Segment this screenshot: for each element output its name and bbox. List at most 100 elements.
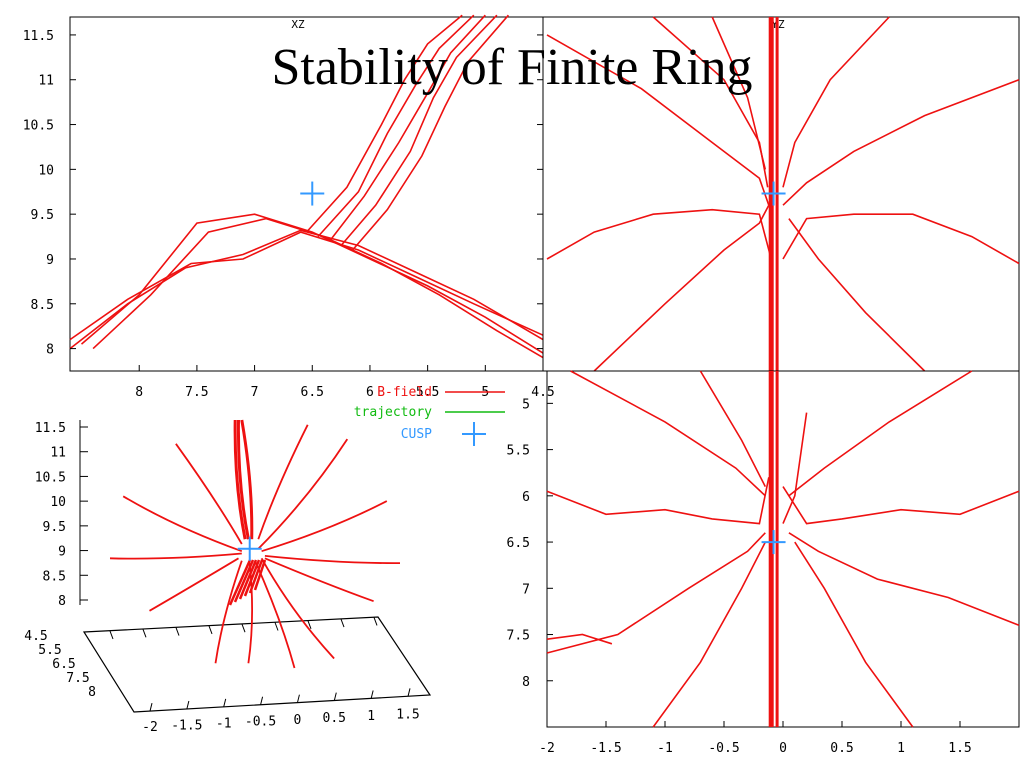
view3d-z-tick-label: 11	[50, 446, 66, 461]
xy-series-2	[546, 477, 770, 525]
xz-cusp-marker	[300, 181, 325, 206]
legend-item: trajectory	[354, 405, 505, 420]
view3d-x-tick-label: 1	[367, 709, 375, 724]
xz-y-tick-label: 10.5	[23, 119, 54, 134]
yz-cusp-marker	[761, 181, 786, 206]
legend-cusp-marker	[462, 422, 486, 446]
xz-x-tick-label: 6	[366, 385, 374, 400]
view3d-x-tick-label: -1.5	[171, 718, 202, 733]
xy-x-tick-label: -1.5	[590, 741, 621, 756]
xz-y-tick-label: 11.5	[23, 29, 54, 44]
view3d-series-13	[254, 560, 296, 669]
yz-series-10	[711, 16, 767, 170]
xz-series-6	[328, 14, 486, 242]
xz-series-5	[317, 14, 475, 238]
view3d-series-group	[109, 419, 401, 669]
view3d-z-tick-label: 10.5	[35, 470, 66, 485]
view3d-z-tick-label: 11.5	[35, 421, 66, 436]
view3d-y-tick-label: 5.5	[38, 643, 61, 658]
view3d-axes	[79, 420, 432, 713]
xz-y-tick-label: 8.5	[31, 298, 54, 313]
xy-cusp-marker	[761, 530, 786, 555]
yz-series-3	[782, 213, 1020, 265]
xz-series-8	[351, 14, 510, 251]
view3d-series-10	[149, 557, 239, 612]
xz-panel-title: XZ	[291, 18, 305, 31]
view3d-bundle-line	[228, 559, 252, 606]
xy-series-11	[782, 412, 808, 524]
view3d-series-14	[260, 557, 335, 660]
xy-x-tick-label: 1.5	[948, 741, 971, 756]
legend-item: CUSP	[401, 422, 486, 446]
xy-series-6	[652, 541, 767, 728]
xy-series-3	[782, 486, 1020, 525]
view3d-series-8	[109, 552, 242, 560]
xy-series-5	[788, 532, 1020, 627]
view3d-x-tick-label: 0	[294, 713, 302, 728]
view3d-series-12	[214, 560, 243, 664]
view3d-series-1	[240, 419, 254, 540]
yz-panel: YZ	[542, 16, 1020, 372]
view3d-x-tick-label: -2	[142, 720, 158, 735]
xy-y-tick-label: 7	[522, 582, 530, 597]
xy-series-7	[794, 541, 914, 728]
xz-series-group	[69, 14, 544, 359]
view3d-x-tick-label: -1	[216, 717, 232, 732]
xz-series-1	[69, 229, 544, 350]
view3d-x-tick-label: 0.5	[323, 711, 346, 726]
xy-series-12	[546, 633, 613, 645]
xz-series-2	[80, 213, 544, 354]
view3d-series-0	[233, 419, 247, 540]
xy-x-tick-label: 0.5	[830, 741, 853, 756]
xz-y-tick-label: 11	[38, 74, 54, 89]
view3d-series-4	[257, 424, 309, 540]
xy-series-10	[699, 370, 767, 487]
yz-series-group	[546, 16, 1020, 372]
xy-series-4	[546, 532, 766, 654]
view3d-series-11	[264, 557, 374, 603]
view3d-z-tick-label: 9.5	[43, 520, 66, 535]
view3d-series-9	[264, 555, 401, 565]
legend-label: CUSP	[401, 427, 432, 442]
view3d-z-tick-label: 8	[58, 594, 66, 609]
view3d-series-7	[261, 500, 388, 553]
view3d-bundle-line	[253, 559, 267, 591]
view3d-base-plane	[82, 616, 432, 713]
xz-y-tick-label: 10	[38, 163, 54, 178]
xz-series-4	[305, 14, 463, 233]
view3d-y-tick-label: 6.5	[52, 657, 75, 672]
view3d-cusp-marker	[237, 536, 262, 561]
view3d-bundle-line	[238, 559, 258, 600]
xy-x-tick-label: 0	[779, 741, 787, 756]
yz-series-2	[546, 208, 772, 260]
xz-series-7	[340, 14, 498, 247]
view3d-y-tick-label: 7.5	[66, 671, 89, 686]
yz-series-4	[546, 34, 770, 206]
view3d-series-2	[236, 419, 250, 540]
yz-series-9	[782, 16, 890, 188]
view3d-bundle-line	[233, 559, 255, 603]
xz-x-tick-label: 7	[251, 385, 259, 400]
yz-series-7	[788, 218, 926, 372]
view3d-series-3	[175, 443, 243, 545]
xy-y-tick-label: 6	[522, 490, 530, 505]
xy-y-tick-label: 5.5	[507, 444, 530, 459]
xz-x-tick-label: 7.5	[185, 385, 208, 400]
view3d-bundle-line	[243, 559, 261, 597]
yz-series-8	[652, 16, 769, 188]
legend-item: B-field	[377, 385, 505, 400]
xy-series-8	[570, 370, 766, 497]
xy-x-tick-label: -2	[539, 741, 555, 756]
xy-x-tick-label: 1	[897, 741, 905, 756]
xz-x-tick-label: 4.5	[531, 385, 554, 400]
xz-y-tick-label: 8	[46, 343, 54, 358]
view3d-y-tick-label: 8	[88, 685, 96, 700]
xy-y-tick-label: 5	[522, 397, 530, 412]
view3d-x-tick-label: 1.5	[396, 707, 419, 722]
xz-y-tick-label: 9	[46, 253, 54, 268]
view3d-z-tick-label: 8.5	[43, 569, 66, 584]
